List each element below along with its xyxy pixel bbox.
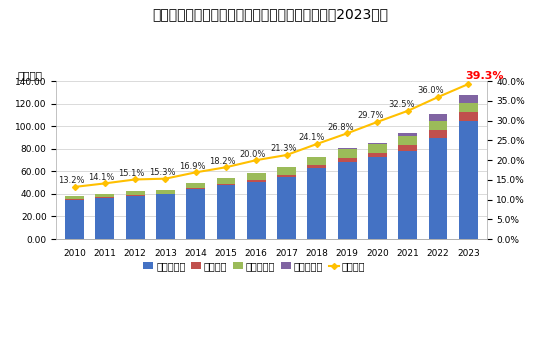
Bar <box>368 144 387 153</box>
Bar <box>399 137 417 145</box>
Bar <box>429 121 448 130</box>
決済比率 <box>71 185 78 189</box>
Bar <box>459 103 478 112</box>
Bar <box>96 194 114 197</box>
Bar <box>429 114 448 121</box>
Bar <box>65 196 84 199</box>
Line: 決済比率: 決済比率 <box>72 82 470 189</box>
Text: 18.2%: 18.2% <box>210 157 236 166</box>
決済比率 <box>344 131 350 135</box>
Text: 21.3%: 21.3% <box>270 145 296 153</box>
Text: 20.0%: 20.0% <box>240 150 266 159</box>
Bar <box>307 168 326 239</box>
決済比率 <box>314 142 320 146</box>
Bar <box>156 194 175 239</box>
Text: 29.7%: 29.7% <box>358 111 384 120</box>
Text: （兆円）: （兆円） <box>18 70 43 80</box>
Text: 26.8%: 26.8% <box>327 123 354 132</box>
決済比率 <box>284 153 290 157</box>
決済比率 <box>223 165 230 169</box>
Text: 我が国のキャッシュレス決済額及び比率の推移（2023年）: 我が国のキャッシュレス決済額及び比率の推移（2023年） <box>152 7 388 21</box>
Bar <box>217 185 235 239</box>
Text: 39.3%: 39.3% <box>465 71 504 81</box>
Bar <box>459 112 478 121</box>
Bar <box>247 181 266 239</box>
Text: 24.1%: 24.1% <box>299 133 325 143</box>
Bar <box>459 95 478 103</box>
Bar <box>277 177 296 239</box>
決済比率 <box>253 158 260 162</box>
Bar <box>186 190 205 239</box>
Bar <box>338 158 356 162</box>
Bar <box>368 143 387 144</box>
Bar <box>368 157 387 239</box>
決済比率 <box>102 181 108 186</box>
Bar <box>186 188 205 190</box>
Bar <box>217 178 235 184</box>
決済比率 <box>404 109 411 113</box>
決済比率 <box>374 120 381 124</box>
Text: 15.3%: 15.3% <box>148 168 176 177</box>
Bar <box>399 151 417 239</box>
Text: 36.0%: 36.0% <box>417 86 443 95</box>
Bar <box>217 184 235 185</box>
Bar <box>338 148 356 158</box>
Text: 14.1%: 14.1% <box>88 173 114 182</box>
Bar <box>399 133 417 137</box>
Bar <box>186 183 205 188</box>
Bar <box>65 200 84 239</box>
Text: 15.1%: 15.1% <box>118 169 145 178</box>
Bar <box>277 167 296 175</box>
Bar <box>96 197 114 198</box>
Bar <box>307 157 326 165</box>
Bar <box>247 173 266 180</box>
決済比率 <box>192 170 199 174</box>
Bar <box>429 130 448 138</box>
決済比率 <box>162 177 168 181</box>
Bar <box>368 153 387 157</box>
Bar <box>65 199 84 200</box>
Bar <box>307 165 326 168</box>
決済比率 <box>132 177 138 181</box>
Bar <box>126 195 145 196</box>
Bar <box>338 147 356 148</box>
Bar <box>459 121 478 239</box>
Bar <box>399 145 417 151</box>
Bar <box>126 196 145 239</box>
決済比率 <box>435 95 441 99</box>
Bar <box>338 162 356 239</box>
Bar <box>156 190 175 194</box>
Bar <box>277 175 296 177</box>
Bar <box>96 198 114 239</box>
Bar <box>247 180 266 181</box>
Text: 16.9%: 16.9% <box>179 162 206 171</box>
決済比率 <box>465 82 471 86</box>
Legend: クレジット, デビット, 電子マネー, コード決済, 決済比率: クレジット, デビット, 電子マネー, コード決済, 決済比率 <box>139 257 369 275</box>
Text: 32.5%: 32.5% <box>388 100 415 109</box>
Bar <box>429 138 448 239</box>
Text: 13.2%: 13.2% <box>58 177 84 185</box>
Bar <box>126 191 145 195</box>
